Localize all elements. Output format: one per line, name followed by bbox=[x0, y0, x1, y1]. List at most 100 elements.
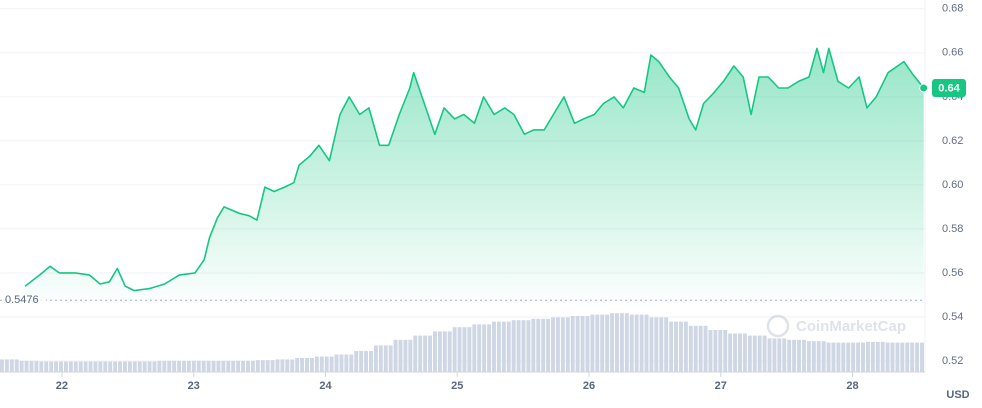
y-tick-label: 0.60 bbox=[942, 179, 963, 191]
volume-stripe bbox=[487, 324, 492, 372]
volume-stripe bbox=[580, 316, 585, 372]
volume-stripe bbox=[314, 356, 319, 372]
volume-stripe bbox=[118, 361, 123, 372]
volume-stripe bbox=[496, 321, 501, 372]
volume-stripe bbox=[383, 345, 388, 372]
volume-stripe bbox=[664, 317, 669, 372]
volume-stripe bbox=[103, 361, 108, 372]
currency-label: USD bbox=[946, 389, 969, 401]
x-tick-label: 22 bbox=[56, 380, 68, 392]
volume-stripe bbox=[688, 325, 693, 372]
volume-bar bbox=[885, 342, 905, 372]
watermark: CoinMarketCap bbox=[766, 314, 906, 338]
volume-stripe bbox=[300, 358, 305, 372]
volume-stripe bbox=[83, 361, 88, 372]
volume-stripe bbox=[521, 320, 526, 372]
volume-bar bbox=[787, 339, 806, 372]
volume-stripe bbox=[19, 360, 24, 372]
x-tick-label: 25 bbox=[451, 380, 463, 392]
volume-stripe bbox=[290, 359, 295, 372]
volume-bar bbox=[806, 341, 826, 372]
volume-stripe bbox=[186, 360, 191, 372]
volume-stripe bbox=[536, 318, 541, 372]
y-tick-label: 0.56 bbox=[942, 267, 963, 279]
y-tick-label: 0.58 bbox=[942, 223, 963, 235]
volume-stripe bbox=[738, 333, 742, 372]
volume-stripe bbox=[428, 335, 432, 372]
volume-stripe bbox=[182, 360, 186, 372]
volume-stripe bbox=[555, 317, 560, 372]
x-tick-label: 23 bbox=[188, 380, 200, 392]
volume-stripe bbox=[24, 360, 29, 372]
volume-stripe bbox=[378, 345, 383, 372]
volume-stripe bbox=[826, 342, 831, 372]
volume-bar bbox=[610, 313, 629, 372]
volume-stripe bbox=[285, 359, 290, 372]
volume-bar bbox=[196, 360, 216, 372]
volume-stripe bbox=[713, 330, 718, 372]
volume-stripe bbox=[413, 335, 418, 372]
volume-stripe bbox=[68, 361, 73, 372]
volume-bar bbox=[295, 358, 314, 372]
volume-stripe bbox=[703, 325, 708, 372]
volume-stripe bbox=[619, 313, 624, 372]
volume-bar bbox=[590, 314, 610, 372]
volume-stripe bbox=[305, 358, 309, 372]
volume-bar bbox=[236, 360, 255, 372]
volume-stripe bbox=[590, 314, 595, 372]
volume-stripe bbox=[801, 339, 806, 372]
volume-bar bbox=[177, 360, 196, 372]
volume-stripe bbox=[693, 325, 698, 372]
volume-stripe bbox=[600, 314, 605, 372]
volume-stripe bbox=[649, 317, 654, 372]
volume-stripe bbox=[393, 339, 398, 372]
volume-stripe bbox=[369, 351, 373, 372]
volume-stripe bbox=[506, 321, 511, 372]
volume-stripe bbox=[73, 361, 78, 372]
volume-bar bbox=[334, 354, 354, 372]
volume-stripe bbox=[767, 338, 772, 372]
volume-stripe bbox=[34, 360, 39, 372]
volume-stripe bbox=[654, 317, 659, 372]
volume-stripe bbox=[29, 360, 34, 372]
volume-stripe bbox=[226, 360, 231, 372]
volume-stripe bbox=[865, 341, 870, 372]
volume-stripe bbox=[4, 359, 9, 372]
volume-stripe bbox=[255, 360, 260, 372]
volume-stripe bbox=[437, 331, 442, 372]
volume-bar bbox=[354, 351, 373, 372]
volume-stripe bbox=[516, 320, 521, 372]
volume-stripe bbox=[752, 335, 757, 372]
volume-stripe bbox=[920, 342, 924, 372]
volume-stripe bbox=[624, 313, 629, 372]
volume-bar bbox=[865, 341, 885, 372]
volume-bar bbox=[531, 318, 551, 372]
volume-stripe bbox=[123, 361, 127, 372]
volume-stripe bbox=[152, 361, 157, 372]
volume-stripe bbox=[851, 342, 856, 372]
volume-bar bbox=[905, 342, 924, 372]
volume-stripe bbox=[196, 360, 201, 372]
volume-stripe bbox=[280, 359, 285, 372]
volume-bar bbox=[452, 327, 472, 372]
volume-bar bbox=[669, 321, 688, 372]
volume-stripe bbox=[108, 361, 113, 372]
volume-stripe bbox=[452, 327, 457, 372]
volume-stripe bbox=[792, 339, 797, 372]
volume-stripe bbox=[398, 339, 403, 372]
volume-stripe bbox=[610, 313, 615, 372]
volume-bar bbox=[157, 360, 177, 372]
volume-stripe bbox=[447, 331, 452, 372]
price-line bbox=[24, 47, 925, 292]
volume-bar bbox=[708, 330, 728, 372]
volume-stripe bbox=[206, 360, 211, 372]
volume-stripe bbox=[231, 360, 236, 372]
volume-stripe bbox=[44, 361, 49, 372]
volume-bar bbox=[649, 317, 669, 372]
volume-stripe bbox=[344, 354, 349, 372]
volume-stripe bbox=[910, 342, 915, 372]
volume-bar bbox=[275, 359, 295, 372]
volume-stripe bbox=[816, 341, 821, 372]
volume-stripe bbox=[733, 333, 738, 372]
volume-stripe bbox=[905, 342, 910, 372]
